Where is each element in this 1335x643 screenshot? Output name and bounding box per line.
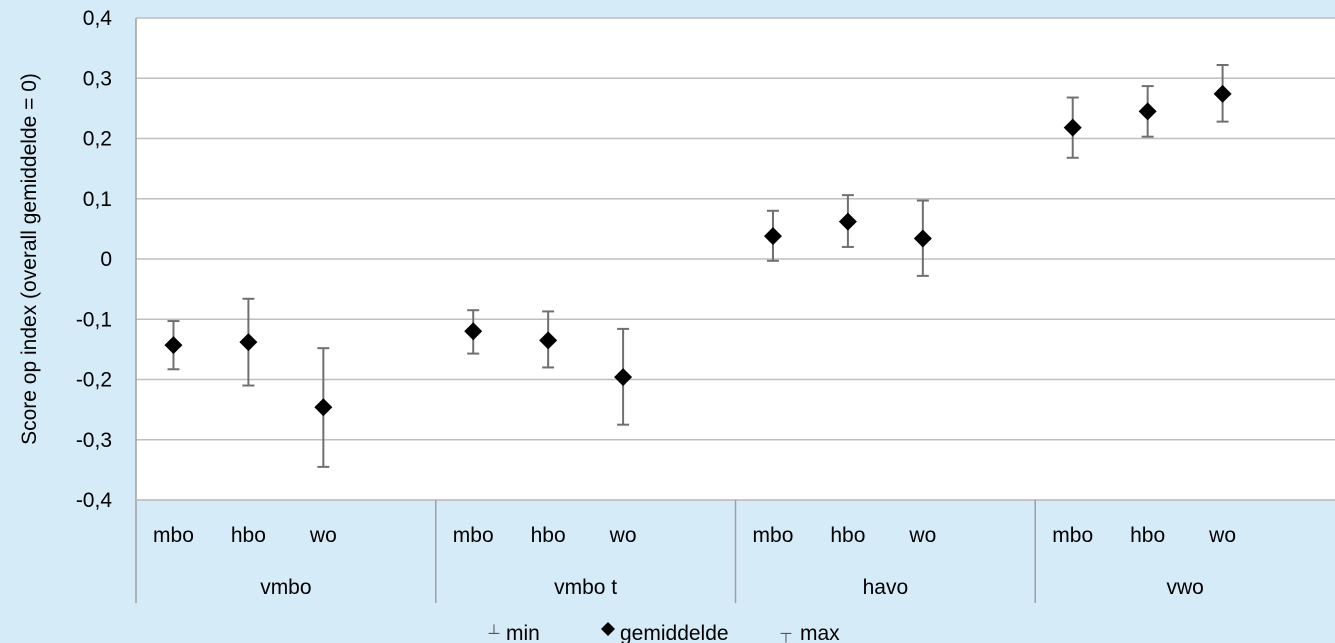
y-axis-label: Score op index (overall gemiddelde = 0) bbox=[18, 73, 41, 445]
x-group-label: vwo bbox=[1166, 576, 1203, 599]
x-category-label: hbo bbox=[231, 524, 266, 547]
x-axis-groups: vmbo vmbo t havo vwo bbox=[260, 500, 1204, 603]
x-category-label: wo bbox=[1208, 524, 1236, 547]
x-group-label: vmbo bbox=[260, 576, 311, 599]
y-tick-label: -0,4 bbox=[76, 489, 113, 512]
legend-min-label: min bbox=[506, 622, 540, 643]
mean-point bbox=[838, 212, 857, 231]
legend-max-icon: ┬ bbox=[780, 625, 792, 643]
x-category-label: wo bbox=[609, 524, 637, 547]
mean-point bbox=[239, 333, 258, 352]
legend-max-label: max bbox=[800, 622, 840, 643]
legend-gemiddelde-icon bbox=[601, 622, 615, 636]
mean-point bbox=[464, 322, 483, 341]
x-category-label: mbo bbox=[153, 524, 194, 547]
y-tick-label: 0,1 bbox=[83, 188, 112, 211]
legend: ┴ min gemiddelde ┬ max bbox=[488, 622, 840, 643]
mean-point bbox=[1138, 102, 1157, 121]
mean-point bbox=[1213, 84, 1232, 103]
y-tick-label: -0,3 bbox=[76, 429, 112, 452]
x-category-label: hbo bbox=[531, 524, 566, 547]
y-axis-ticks: 0,4 0,3 0,2 0,1 0 -0,1 -0,2 -0,3 -0,4 bbox=[76, 7, 113, 512]
y-tick-label: 0 bbox=[100, 248, 112, 271]
x-category-label: mbo bbox=[453, 524, 494, 547]
x-category-label: wo bbox=[908, 524, 936, 547]
x-group-label: havo bbox=[863, 576, 909, 599]
x-category-label: mbo bbox=[753, 524, 794, 547]
y-tick-label: -0,2 bbox=[76, 369, 112, 392]
x-group-label: vmbo t bbox=[554, 576, 617, 599]
data-points bbox=[164, 84, 1232, 417]
y-tick-label: 0,3 bbox=[83, 67, 112, 90]
mean-point bbox=[1063, 118, 1082, 137]
y-tick-label: -0,1 bbox=[76, 308, 112, 331]
x-axis-categories: mbo hbo wo mbo hbo wo mbo hbo wo mbo hbo wo bbox=[153, 524, 1236, 547]
mean-point bbox=[539, 331, 558, 350]
y-tick-label: 0,4 bbox=[83, 7, 113, 30]
x-category-label: hbo bbox=[830, 524, 865, 547]
y-tick-label: 0,2 bbox=[83, 128, 112, 151]
mean-point bbox=[763, 227, 782, 246]
mean-point bbox=[314, 398, 333, 417]
mean-point bbox=[614, 368, 633, 387]
mean-point bbox=[164, 336, 183, 355]
mean-point bbox=[913, 229, 932, 248]
legend-gemiddelde-label: gemiddelde bbox=[620, 622, 729, 643]
legend-min-icon: ┴ bbox=[488, 624, 500, 642]
x-category-label: hbo bbox=[1130, 524, 1165, 547]
x-category-label: wo bbox=[309, 524, 337, 547]
x-category-label: mbo bbox=[1052, 524, 1093, 547]
